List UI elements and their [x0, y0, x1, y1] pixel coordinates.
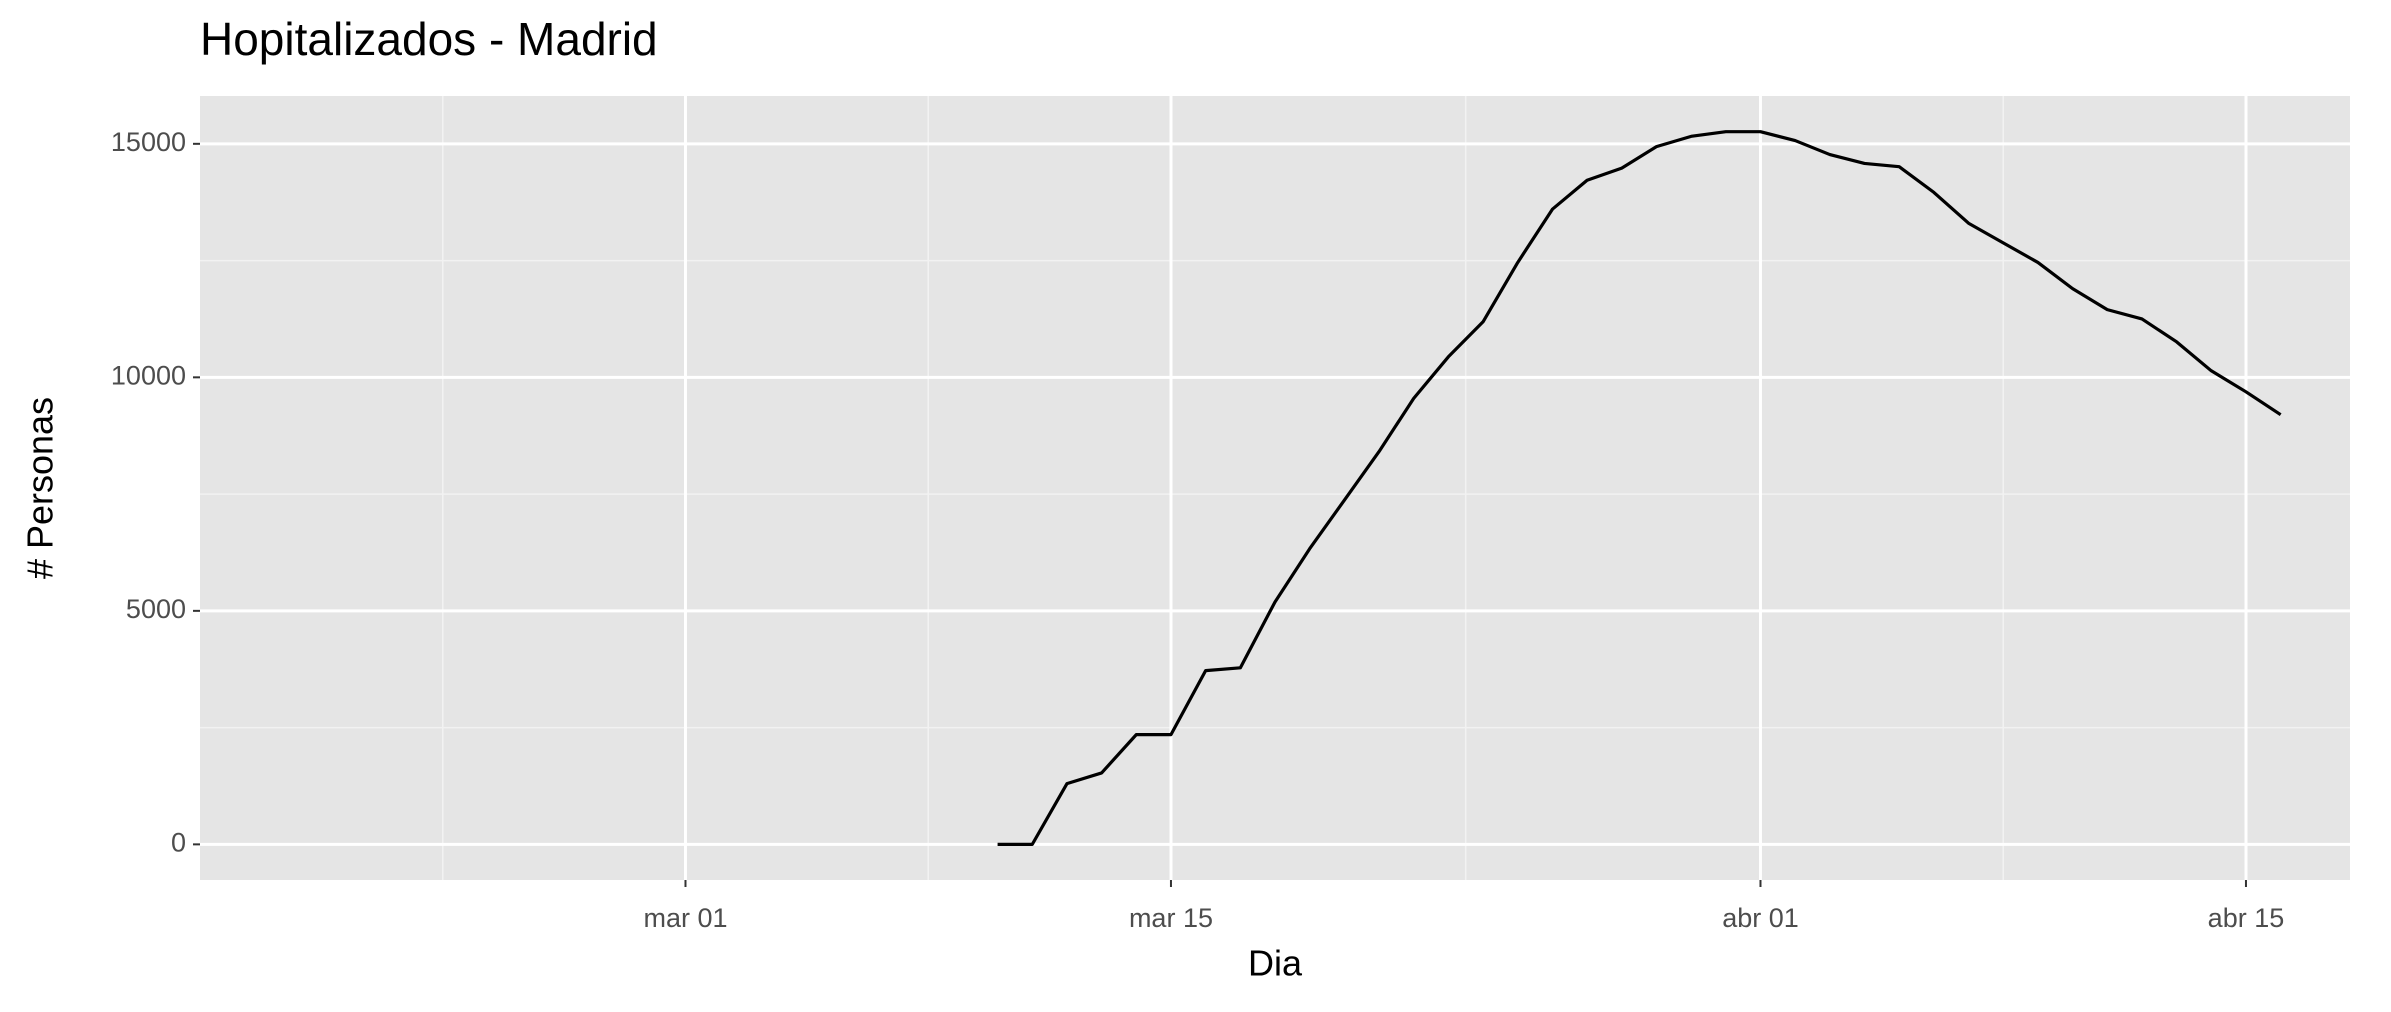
x-tick-label: mar 01: [643, 903, 727, 933]
x-tick-label: mar 15: [1129, 903, 1213, 933]
y-axis-title: # Personas: [20, 397, 61, 579]
y-tick-label: 0: [171, 827, 186, 857]
y-tick-label: 15000: [111, 127, 186, 157]
panel: [200, 96, 2350, 880]
x-axis-title: Dia: [1248, 943, 1303, 984]
x-tick-label: abr 15: [2208, 903, 2285, 933]
line: [997, 130, 2282, 846]
chart-title: Hopitalizados - Madrid: [200, 13, 658, 65]
y-tick-label: 10000: [111, 360, 186, 390]
y-tick-label: 5000: [126, 594, 186, 624]
x-tick-label: abr 01: [1722, 903, 1799, 933]
